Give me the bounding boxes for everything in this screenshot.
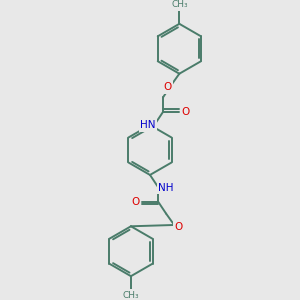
Text: CH₃: CH₃ <box>123 291 139 300</box>
Text: O: O <box>164 82 172 92</box>
Text: HN: HN <box>140 120 155 130</box>
Text: NH: NH <box>158 183 173 193</box>
Text: CH₃: CH₃ <box>171 0 188 9</box>
Text: O: O <box>174 222 182 232</box>
Text: O: O <box>131 196 140 207</box>
Text: O: O <box>182 106 190 117</box>
